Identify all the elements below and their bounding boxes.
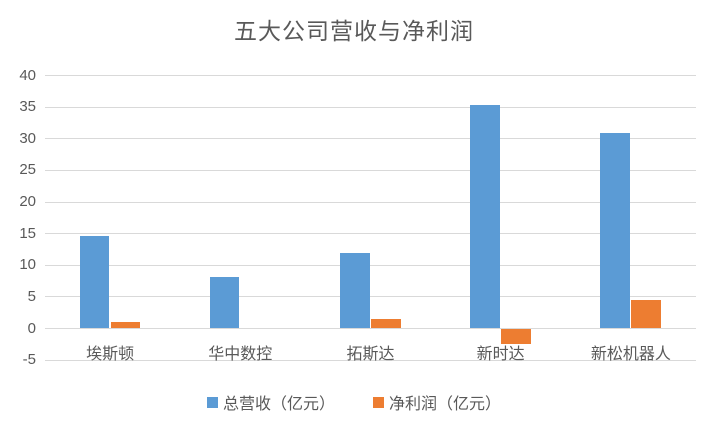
y-tick-label-25: 25 — [19, 161, 36, 179]
bar-profit-0 — [110, 322, 141, 329]
gridline-y-40 — [45, 75, 696, 77]
bar-revenue-2 — [340, 252, 370, 329]
y-tick-label-10: 10 — [19, 256, 36, 274]
legend: 总营收（亿元） 净利润（亿元） — [0, 390, 708, 414]
y-tick-label-30: 30 — [19, 129, 36, 147]
bar-revenue-3 — [470, 105, 500, 329]
y-tick-label-15: 15 — [19, 224, 36, 242]
y-tick-label-20: 20 — [19, 193, 36, 211]
bar-revenue-1 — [209, 276, 240, 329]
y-tick-label-5: 5 — [27, 287, 36, 305]
legend-label: 总营收（亿元） — [222, 396, 335, 413]
bar-revenue-0 — [79, 236, 110, 329]
gridline-y-10 — [45, 264, 696, 266]
bar-profit-4 — [631, 300, 661, 329]
bar-revenue-4 — [600, 132, 630, 329]
gridline-y-30 — [45, 138, 696, 140]
gridline-y--5 — [45, 359, 696, 361]
legend-swatch-icon — [373, 396, 384, 408]
gridline-y-35 — [45, 106, 696, 108]
chart-title: 五大公司营收与净利润 — [234, 18, 474, 44]
y-tick-label-35: 35 — [19, 98, 36, 116]
y-tick-label--5: -5 — [22, 351, 36, 369]
x-category-label-3: 新时达 — [476, 346, 525, 363]
gridline-y-0 — [45, 328, 696, 329]
x-category-label-4: 新松机器人 — [590, 346, 671, 363]
x-category-label-2: 拓斯达 — [346, 346, 395, 363]
x-category-label-1: 华中数控 — [208, 346, 273, 363]
bar-profit-3 — [501, 328, 531, 344]
bar-profit-2 — [371, 319, 401, 329]
y-tick-label-40: 40 — [19, 66, 36, 84]
gridline-y-15 — [45, 233, 696, 235]
y-tick-label-0: 0 — [27, 319, 36, 337]
x-category-label-0: 埃斯顿 — [86, 346, 135, 363]
gridline-y-5 — [45, 296, 696, 298]
gridline-y-25 — [45, 169, 696, 171]
legend-swatch-icon — [206, 396, 218, 408]
legend-label: 净利润（亿元） — [389, 396, 502, 413]
legend-item-1: 净利润（亿元） — [373, 390, 501, 414]
gridline-y-20 — [45, 201, 696, 203]
legend-item-0: 总营收（亿元） — [206, 390, 335, 414]
